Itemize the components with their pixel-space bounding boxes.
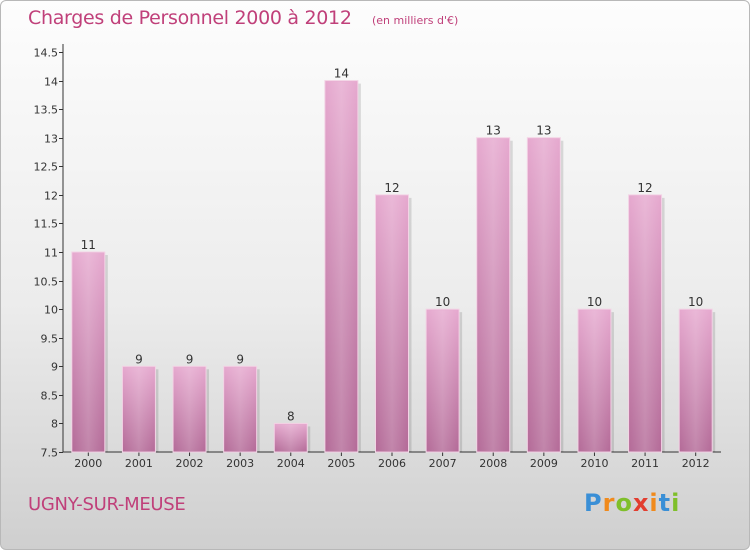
x-tick-label: 2009: [530, 457, 558, 470]
value-label: 9: [186, 352, 194, 366]
value-label: 9: [135, 352, 143, 366]
logo-letter: x: [632, 489, 650, 517]
value-label: 11: [81, 238, 96, 252]
x-tick-label: 2011: [631, 457, 659, 470]
y-tick-label: 12.5: [34, 161, 59, 174]
x-tick-label: 2006: [378, 457, 406, 470]
bar-highlight: [224, 367, 256, 451]
bar-highlight: [123, 367, 155, 451]
x-tick-label: 2002: [176, 457, 204, 470]
chart-subtitle: (en milliers d'€): [372, 14, 459, 27]
y-tick-label: 14: [44, 76, 58, 89]
bar-highlight: [477, 138, 509, 451]
proxiti-logo: Proxiti: [584, 489, 680, 517]
value-label: 12: [637, 181, 652, 195]
chart-title: Charges de Personnel 2000 à 2012: [28, 7, 352, 29]
bar-highlight: [325, 81, 357, 452]
bar-highlight: [275, 424, 307, 451]
x-tick-label: 2003: [226, 457, 254, 470]
x-tick-label: 2000: [74, 457, 102, 470]
logo-letter: r: [602, 489, 616, 517]
value-label: 9: [236, 352, 244, 366]
x-tick-label: 2004: [277, 457, 305, 470]
x-tick-label: 2012: [682, 457, 710, 470]
logo-letter: i: [671, 489, 681, 517]
y-tick-label: 13: [44, 133, 58, 146]
value-label: 8: [287, 409, 295, 423]
logo-letter: t: [658, 489, 672, 517]
x-tick-label: 2007: [429, 457, 457, 470]
bar-highlight: [174, 367, 206, 451]
value-label: 10: [435, 295, 450, 309]
y-tick-label: 7.5: [41, 447, 59, 460]
y-tick-label: 12: [44, 190, 58, 203]
y-tick-label: 8: [51, 418, 58, 431]
y-tick-label: 9.5: [41, 333, 59, 346]
value-label: 13: [486, 124, 501, 138]
bar-highlight: [427, 310, 459, 451]
y-tick-label: 14.5: [34, 47, 59, 60]
y-tick-label: 11.5: [34, 218, 59, 231]
logo-letter: P: [584, 489, 603, 517]
x-tick-label: 2010: [580, 457, 608, 470]
value-label: 12: [384, 181, 399, 195]
town-name: UGNY-SUR-MEUSE: [28, 494, 186, 515]
y-tick-label: 10: [44, 304, 58, 317]
logo-letter: o: [615, 489, 633, 517]
x-tick-label: 2005: [327, 457, 355, 470]
x-tick-label: 2008: [479, 457, 507, 470]
y-tick-label: 13.5: [34, 104, 59, 117]
bar-highlight: [629, 195, 661, 451]
bar-highlight: [72, 253, 104, 451]
value-label: 10: [688, 295, 703, 309]
x-tick-label: 2001: [125, 457, 153, 470]
value-label: 14: [334, 67, 349, 81]
y-tick-label: 8.5: [41, 390, 59, 403]
logo-letter: i: [649, 489, 659, 517]
value-label: 13: [536, 124, 551, 138]
bar-highlight: [680, 310, 712, 451]
bar-highlight: [578, 310, 610, 451]
y-tick-label: 10.5: [34, 276, 59, 289]
y-tick-label: 9: [51, 361, 58, 374]
y-tick-label: 11: [44, 247, 58, 260]
bar-highlight: [528, 138, 560, 451]
bar-highlight: [376, 195, 408, 451]
value-label: 10: [587, 295, 602, 309]
